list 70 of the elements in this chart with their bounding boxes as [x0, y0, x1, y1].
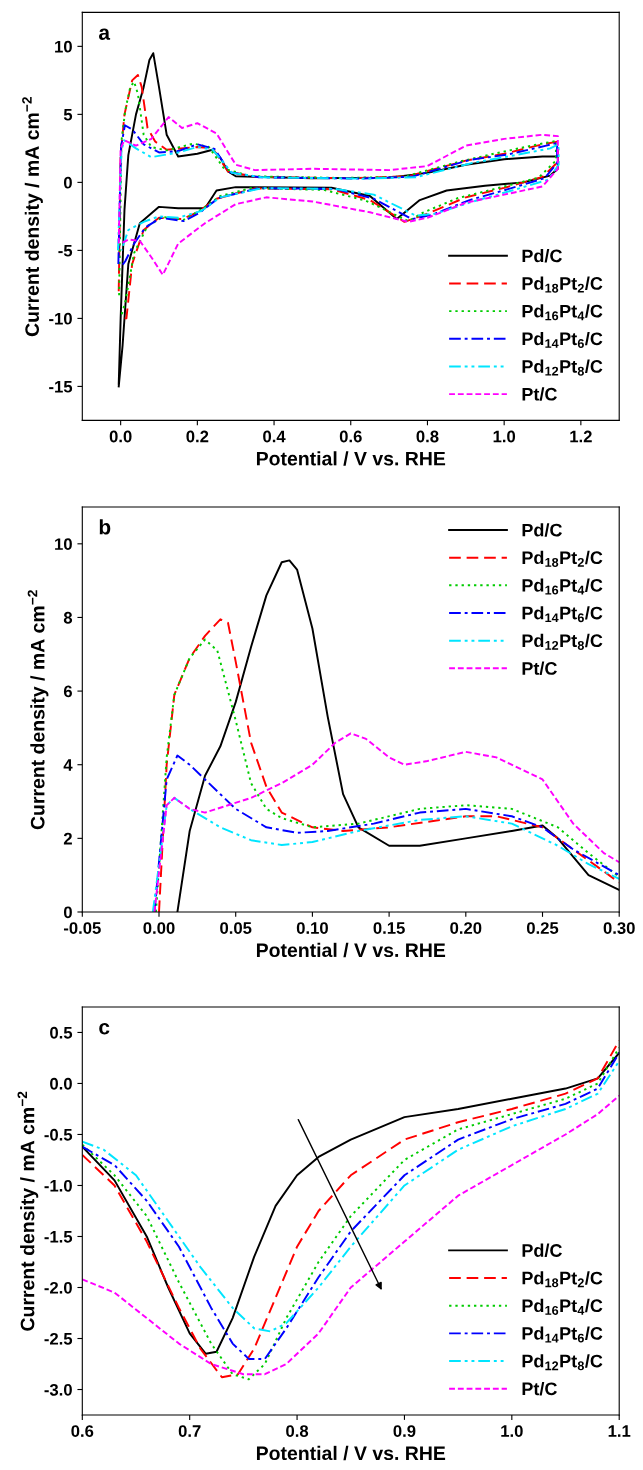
- x-tick-label: 0.25: [526, 922, 559, 934]
- y-tick-label: 5: [63, 108, 73, 121]
- legend-label: Pt/C: [522, 661, 557, 676]
- annotation: c: [99, 1023, 110, 1035]
- legend-label: Pd$_{16}$Pt$_{4}$/C: [522, 578, 603, 595]
- legend-label: Pt/C: [522, 387, 557, 401]
- x-tick-label: 1.0: [501, 1425, 523, 1437]
- x-tick-label: -0.05: [63, 922, 101, 934]
- legend-label: Pd$_{12}$Pt$_{8}$/C: [522, 359, 603, 376]
- x-tick-label: 0.05: [220, 922, 252, 934]
- y-tick-label: 6: [63, 685, 72, 698]
- y-tick-label: 10: [55, 40, 72, 53]
- x-tick-label: 0.15: [373, 922, 405, 934]
- legend-label: Pt/C: [522, 1381, 557, 1396]
- legend-label: Pd$_{18}$Pt$_{2}$/C: [522, 276, 603, 293]
- annotation: b: [99, 519, 111, 535]
- y-tick-label: 0: [63, 906, 72, 919]
- x-tick-label: 0.30: [603, 922, 635, 934]
- legend-label: Pd/C: [522, 1243, 562, 1258]
- legend-label: Pd$_{16}$Pt$_{4}$/C: [522, 304, 603, 321]
- y-tick-label: 0: [63, 176, 72, 189]
- legend-label: Pd$_{14}$Pt$_{6}$/C: [522, 1326, 603, 1343]
- x-tick-label: 0.2: [186, 430, 209, 443]
- y-tick-label: -15: [49, 380, 73, 393]
- line-series: [82, 1094, 620, 1376]
- legend-label: Pd$_{14}$Pt$_{6}$/C: [522, 331, 603, 348]
- x-tick-label: 0.8: [416, 430, 439, 443]
- legend-label: Pd$_{18}$Pt$_{2}$/C: [522, 550, 603, 567]
- x-axis-title: Potential / V vs. RHE: [256, 1445, 446, 1461]
- x-tick-label: 0.20: [450, 922, 482, 934]
- legend-label: Pd$_{14}$Pt$_{6}$/C: [522, 606, 603, 623]
- y-axis-title: Current density / mA cm$^{−2}$: [17, 1091, 39, 1331]
- legend-label: Pd/C: [522, 249, 562, 263]
- x-axis-title: Potential / V vs. RHE: [256, 451, 446, 466]
- y-tick-label: -2.5: [44, 1332, 73, 1345]
- y-tick-label: 0.0: [50, 1077, 72, 1090]
- x-tick-label: 0.00: [143, 922, 175, 934]
- y-tick-label: 8: [63, 611, 73, 624]
- y-tick-label: -5: [58, 244, 73, 257]
- y-tick-label: -0.5: [44, 1128, 73, 1141]
- x-tick-label: 0.10: [296, 922, 328, 934]
- y-tick-label: -3.0: [44, 1383, 72, 1396]
- x-tick-label: 0.0: [109, 430, 132, 443]
- legend-label: Pd$_{18}$Pt$_{2}$/C: [522, 1271, 603, 1288]
- line-series: [151, 796, 620, 912]
- legend-label: Pd/C: [522, 523, 562, 537]
- y-tick-label: -10: [49, 312, 72, 325]
- annotation: a: [99, 28, 111, 40]
- x-tick-label: 1.1: [608, 1425, 631, 1437]
- x-tick-label: 1.2: [570, 430, 592, 443]
- legend-label: Pd$_{12}$Pt$_{8}$/C: [522, 1354, 603, 1371]
- legend-label: Pd$_{12}$Pt$_{8}$/C: [522, 633, 603, 650]
- legend-label: Pd$_{16}$Pt$_{4}$/C: [522, 1298, 603, 1315]
- x-tick-label: 0.7: [178, 1425, 201, 1437]
- x-tick-label: 0.4: [263, 430, 286, 443]
- x-axis-title: Potential / V vs. RHE: [256, 942, 446, 958]
- x-tick-label: 0.8: [286, 1425, 309, 1437]
- y-tick-label: 0.5: [50, 1026, 73, 1039]
- y-axis-title: Current density / mA cm$^{−2}$: [22, 97, 43, 337]
- y-axis-title: Current density / mA cm$^{−2}$: [27, 590, 49, 830]
- x-tick-label: 1.0: [493, 430, 516, 443]
- x-tick-label: 0.6: [339, 430, 362, 443]
- y-tick-label: -2.0: [44, 1281, 72, 1294]
- y-tick-label: 2: [63, 832, 72, 845]
- y-tick-label: 10: [55, 538, 72, 551]
- y-tick-label: 4: [63, 759, 73, 771]
- x-tick-label: 0.9: [393, 1425, 416, 1437]
- x-tick-label: 0.6: [71, 1425, 94, 1437]
- y-tick-label: -1.5: [44, 1231, 73, 1243]
- y-tick-label: -1.0: [44, 1179, 72, 1192]
